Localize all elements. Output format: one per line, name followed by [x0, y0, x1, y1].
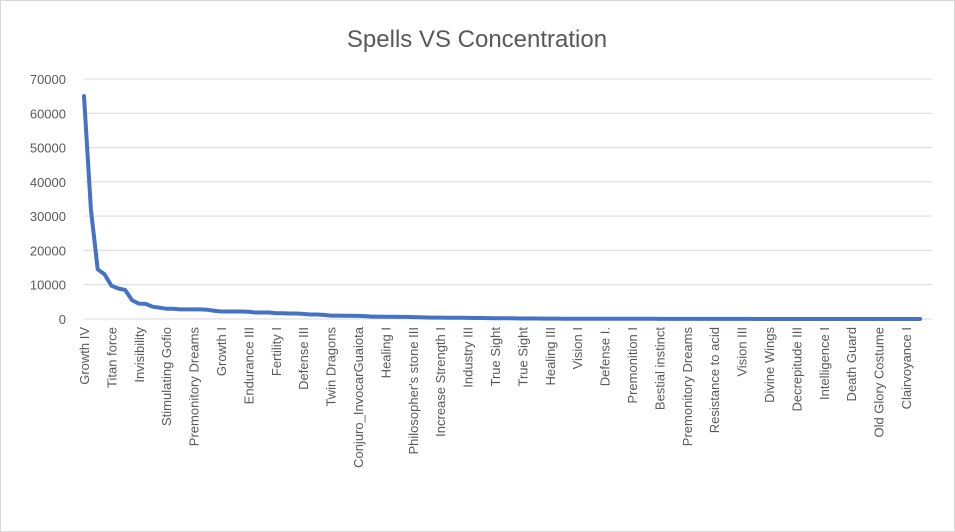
y-tick-label: 60000: [30, 106, 66, 121]
y-tick-label: 20000: [30, 243, 66, 258]
x-tick-label: Bestial instinct: [652, 327, 667, 410]
x-tick-label: Premonitory Dreams: [680, 327, 695, 447]
x-tick-label: Stimulating Gofio: [159, 327, 174, 426]
x-tick-label: Conjuro_InvocarGuaiota: [351, 326, 366, 468]
x-tick-label: Titan force: [104, 327, 119, 388]
x-tick-label: Healing I: [378, 327, 393, 378]
series-line: [82, 94, 922, 321]
x-tick-label: Twin Dragons: [324, 327, 339, 407]
x-tick-label: Healing III: [543, 327, 558, 386]
x-tick-label: Divine Wings: [762, 327, 777, 403]
x-tick-label: Invisibility: [132, 327, 147, 383]
x-tick-label: Growth I: [214, 327, 229, 376]
x-tick-label: Resistance to acid: [707, 327, 722, 433]
y-tick-label: 0: [59, 312, 66, 327]
x-tick-label: Premonitory Dreams: [187, 327, 202, 447]
x-tick-label: Old Glory Costume: [872, 327, 887, 438]
x-tick-label: Defense III: [296, 327, 311, 390]
x-tick-label: Increase Strength I: [433, 327, 448, 437]
x-tick-label: Death Guard: [844, 327, 859, 401]
y-tick-label: 30000: [30, 209, 66, 224]
x-tick-label: Industry III: [461, 327, 476, 388]
gridlines: [84, 78, 932, 320]
y-tick-label: 10000: [30, 278, 66, 293]
x-tick-label: Clairvoyance I: [899, 327, 914, 409]
y-axis-tick-labels: 0 10000 20000 30000 40000 50000 60000 70000: [30, 72, 66, 327]
series-layer: [82, 94, 922, 321]
x-tick-label: Fertility I: [269, 327, 284, 376]
x-tick-label: Growth IV: [77, 327, 92, 385]
y-tick-label: 50000: [30, 141, 66, 156]
x-tick-label: True Sight: [515, 327, 530, 387]
x-tick-label: Vision III: [735, 327, 750, 377]
chart-title: Spells VS Concentration: [347, 26, 607, 53]
x-tick-label: Philosopher's stone III: [406, 327, 421, 455]
x-tick-label: Endurance III: [241, 327, 256, 404]
x-tick-label: Defense I.: [598, 327, 613, 386]
x-tick-label: Premonition I: [625, 327, 640, 404]
y-tick-label: 70000: [30, 72, 66, 87]
y-tick-label: 40000: [30, 175, 66, 190]
x-tick-label: Intelligence I: [817, 327, 832, 400]
x-tick-label: Decrepitude III: [789, 327, 804, 412]
x-tick-label: True Sight: [488, 327, 503, 387]
x-axis-tick-labels: Growth IV Titan force Invisibility Stimulat…: [77, 326, 914, 468]
x-tick-label: Vision I: [570, 327, 585, 369]
